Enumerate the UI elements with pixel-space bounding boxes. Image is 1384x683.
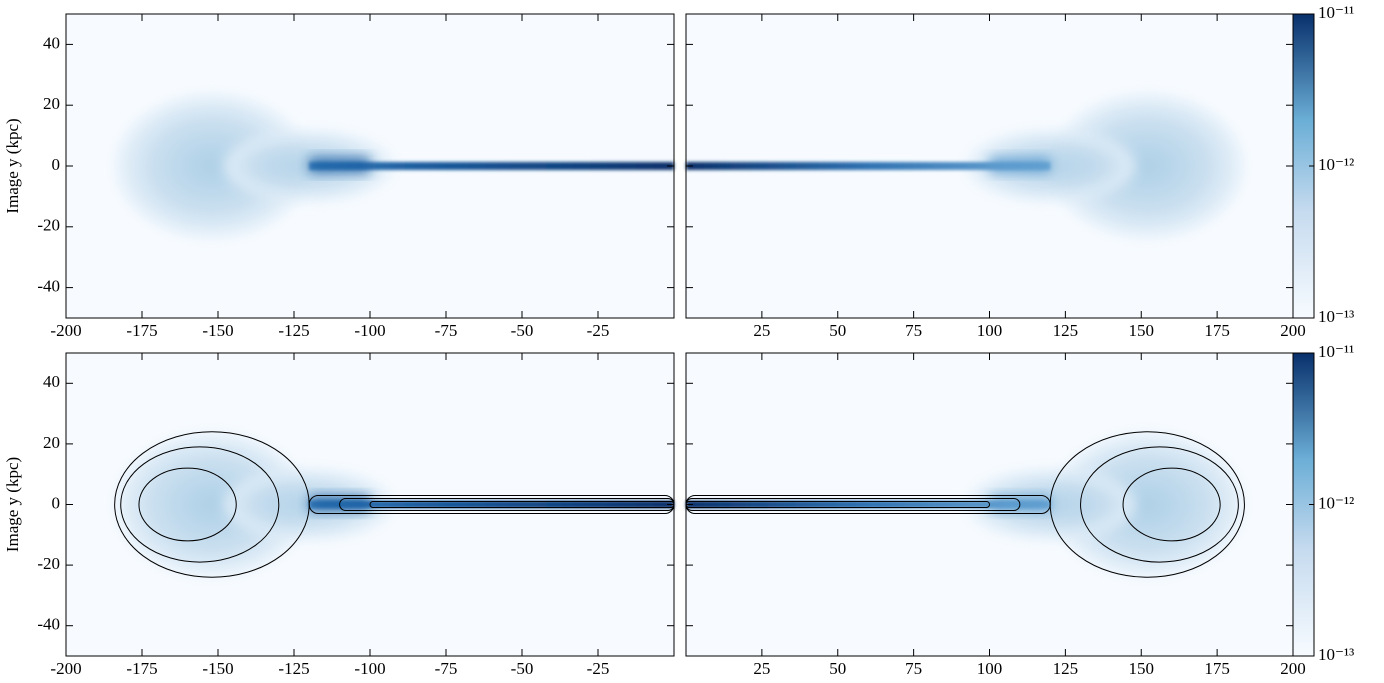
y-tick-label: -40 xyxy=(37,277,60,296)
colorbar-tick-label: 10⁻¹³ xyxy=(1318,307,1354,326)
panel-image xyxy=(66,14,674,318)
lobe xyxy=(1050,93,1245,239)
x-tick-label: -125 xyxy=(278,659,309,678)
jet-knot xyxy=(309,157,370,173)
x-tick-label: 75 xyxy=(905,321,922,340)
y-tick-label: -20 xyxy=(37,554,60,573)
x-tick-label: -150 xyxy=(202,321,233,340)
x-tick-label: -100 xyxy=(354,321,385,340)
x-tick-label: -100 xyxy=(354,659,385,678)
x-tick-label: 100 xyxy=(977,659,1003,678)
colorbar-tick-label: 10⁻¹¹ xyxy=(1318,342,1354,361)
x-tick-label: -125 xyxy=(278,321,309,340)
x-tick-label: 150 xyxy=(1129,659,1155,678)
y-tick-label: 0 xyxy=(52,155,61,174)
contour xyxy=(138,467,237,542)
colorbar-tick-label: 10⁻¹² xyxy=(1318,155,1354,174)
y-tick-label: -40 xyxy=(37,615,60,634)
x-tick-label: -50 xyxy=(511,659,534,678)
y-tick-label: 20 xyxy=(43,433,60,452)
x-tick-label: 100 xyxy=(977,321,1003,340)
y-axis-label: Image y (kpc) xyxy=(3,457,22,552)
x-tick-label: -175 xyxy=(126,659,157,678)
colorbar-tick-label: 10⁻¹³ xyxy=(1318,645,1354,664)
y-axis-label: Image y (kpc) xyxy=(3,118,22,213)
colorbar-tick-label: 10⁻¹² xyxy=(1318,493,1354,512)
x-tick-label: -200 xyxy=(50,321,81,340)
y-tick-label: 40 xyxy=(43,372,60,391)
contour xyxy=(1122,467,1221,542)
x-tick-label: 50 xyxy=(829,321,846,340)
y-tick-label: -20 xyxy=(37,216,60,235)
x-tick-label: 50 xyxy=(829,659,846,678)
x-tick-label: 25 xyxy=(753,321,770,340)
x-tick-label: -75 xyxy=(435,321,458,340)
x-tick-label: 25 xyxy=(753,659,770,678)
panel-image xyxy=(685,353,1293,656)
x-tick-label: 200 xyxy=(1280,321,1306,340)
jet-knot xyxy=(989,157,1051,173)
x-tick-label: 175 xyxy=(1204,321,1230,340)
x-tick-label: -50 xyxy=(511,321,534,340)
jet xyxy=(686,162,1051,170)
x-tick-label: 175 xyxy=(1204,659,1230,678)
y-tick-label: 40 xyxy=(43,33,60,52)
contour xyxy=(1080,446,1239,563)
x-tick-label: -25 xyxy=(587,321,610,340)
panel-image xyxy=(66,353,675,656)
jet xyxy=(309,162,674,170)
x-tick-label: -75 xyxy=(435,659,458,678)
y-tick-label: 20 xyxy=(43,94,60,113)
x-tick-label: -25 xyxy=(587,659,610,678)
x-tick-label: 75 xyxy=(905,659,922,678)
y-tick-label: 0 xyxy=(52,493,61,512)
x-tick-label: -200 xyxy=(50,659,81,678)
x-tick-label: -175 xyxy=(126,321,157,340)
colorbar-tick-label: 10⁻¹¹ xyxy=(1318,3,1354,22)
x-tick-label: 125 xyxy=(1053,659,1079,678)
jet xyxy=(309,500,674,509)
x-tick-label: 200 xyxy=(1280,659,1306,678)
jet xyxy=(686,500,1051,509)
panel-image xyxy=(686,14,1293,318)
x-tick-label: 125 xyxy=(1053,321,1079,340)
x-tick-label: -150 xyxy=(202,659,233,678)
x-tick-label: 150 xyxy=(1129,321,1155,340)
lobe xyxy=(114,93,310,239)
contour xyxy=(120,446,280,563)
